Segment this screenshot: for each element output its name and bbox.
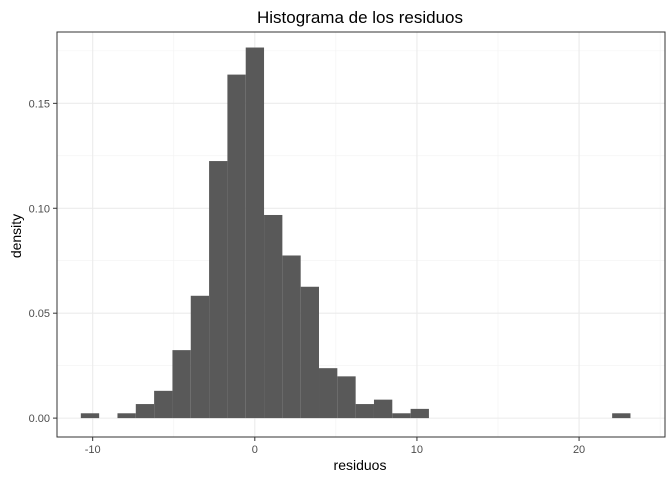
x-axis-title: residuos: [334, 457, 387, 473]
plot-panel: [56, 31, 666, 438]
histogram-bar: [209, 161, 228, 419]
x-tick-label: -10: [85, 444, 101, 456]
y-tick-label: 0.05: [29, 308, 50, 320]
x-tick-label: 10: [411, 444, 423, 456]
histogram-bar: [300, 286, 320, 419]
histogram-bar: [319, 368, 338, 419]
histogram-bar: [80, 413, 100, 419]
y-tick-label: 0.10: [29, 203, 50, 215]
histogram-bar: [612, 413, 631, 419]
histogram-bar: [190, 295, 210, 419]
histogram-bar: [135, 404, 155, 419]
histogram-bar: [355, 404, 374, 419]
y-tick-label: 0.15: [29, 98, 50, 110]
grid-major: [57, 32, 665, 437]
histogram-bar: [245, 47, 265, 419]
histogram-bar: [410, 408, 429, 419]
histogram-bar: [117, 413, 136, 419]
y-axis-title: density: [8, 214, 24, 258]
histogram-bar: [172, 350, 191, 419]
grid-minor: [57, 32, 665, 437]
x-tick-label: 20: [573, 444, 585, 456]
chart-title: Histograma de los residuos: [257, 8, 463, 27]
histogram-bars: [80, 47, 631, 419]
histogram-bar: [227, 74, 246, 419]
histogram-bar: [154, 390, 173, 419]
histogram-bar: [337, 376, 356, 419]
x-axis: -10 0 10 20: [85, 437, 585, 456]
y-tick-label: 0.00: [29, 413, 50, 425]
panel-border: [56, 31, 666, 438]
histogram-bar: [392, 413, 411, 419]
histogram-bar: [282, 255, 301, 419]
histogram-bar: [373, 399, 393, 419]
y-axis: 0.00 0.05 0.10 0.15: [29, 98, 57, 425]
histogram-bar: [264, 214, 283, 419]
x-tick-label: 0: [252, 444, 258, 456]
